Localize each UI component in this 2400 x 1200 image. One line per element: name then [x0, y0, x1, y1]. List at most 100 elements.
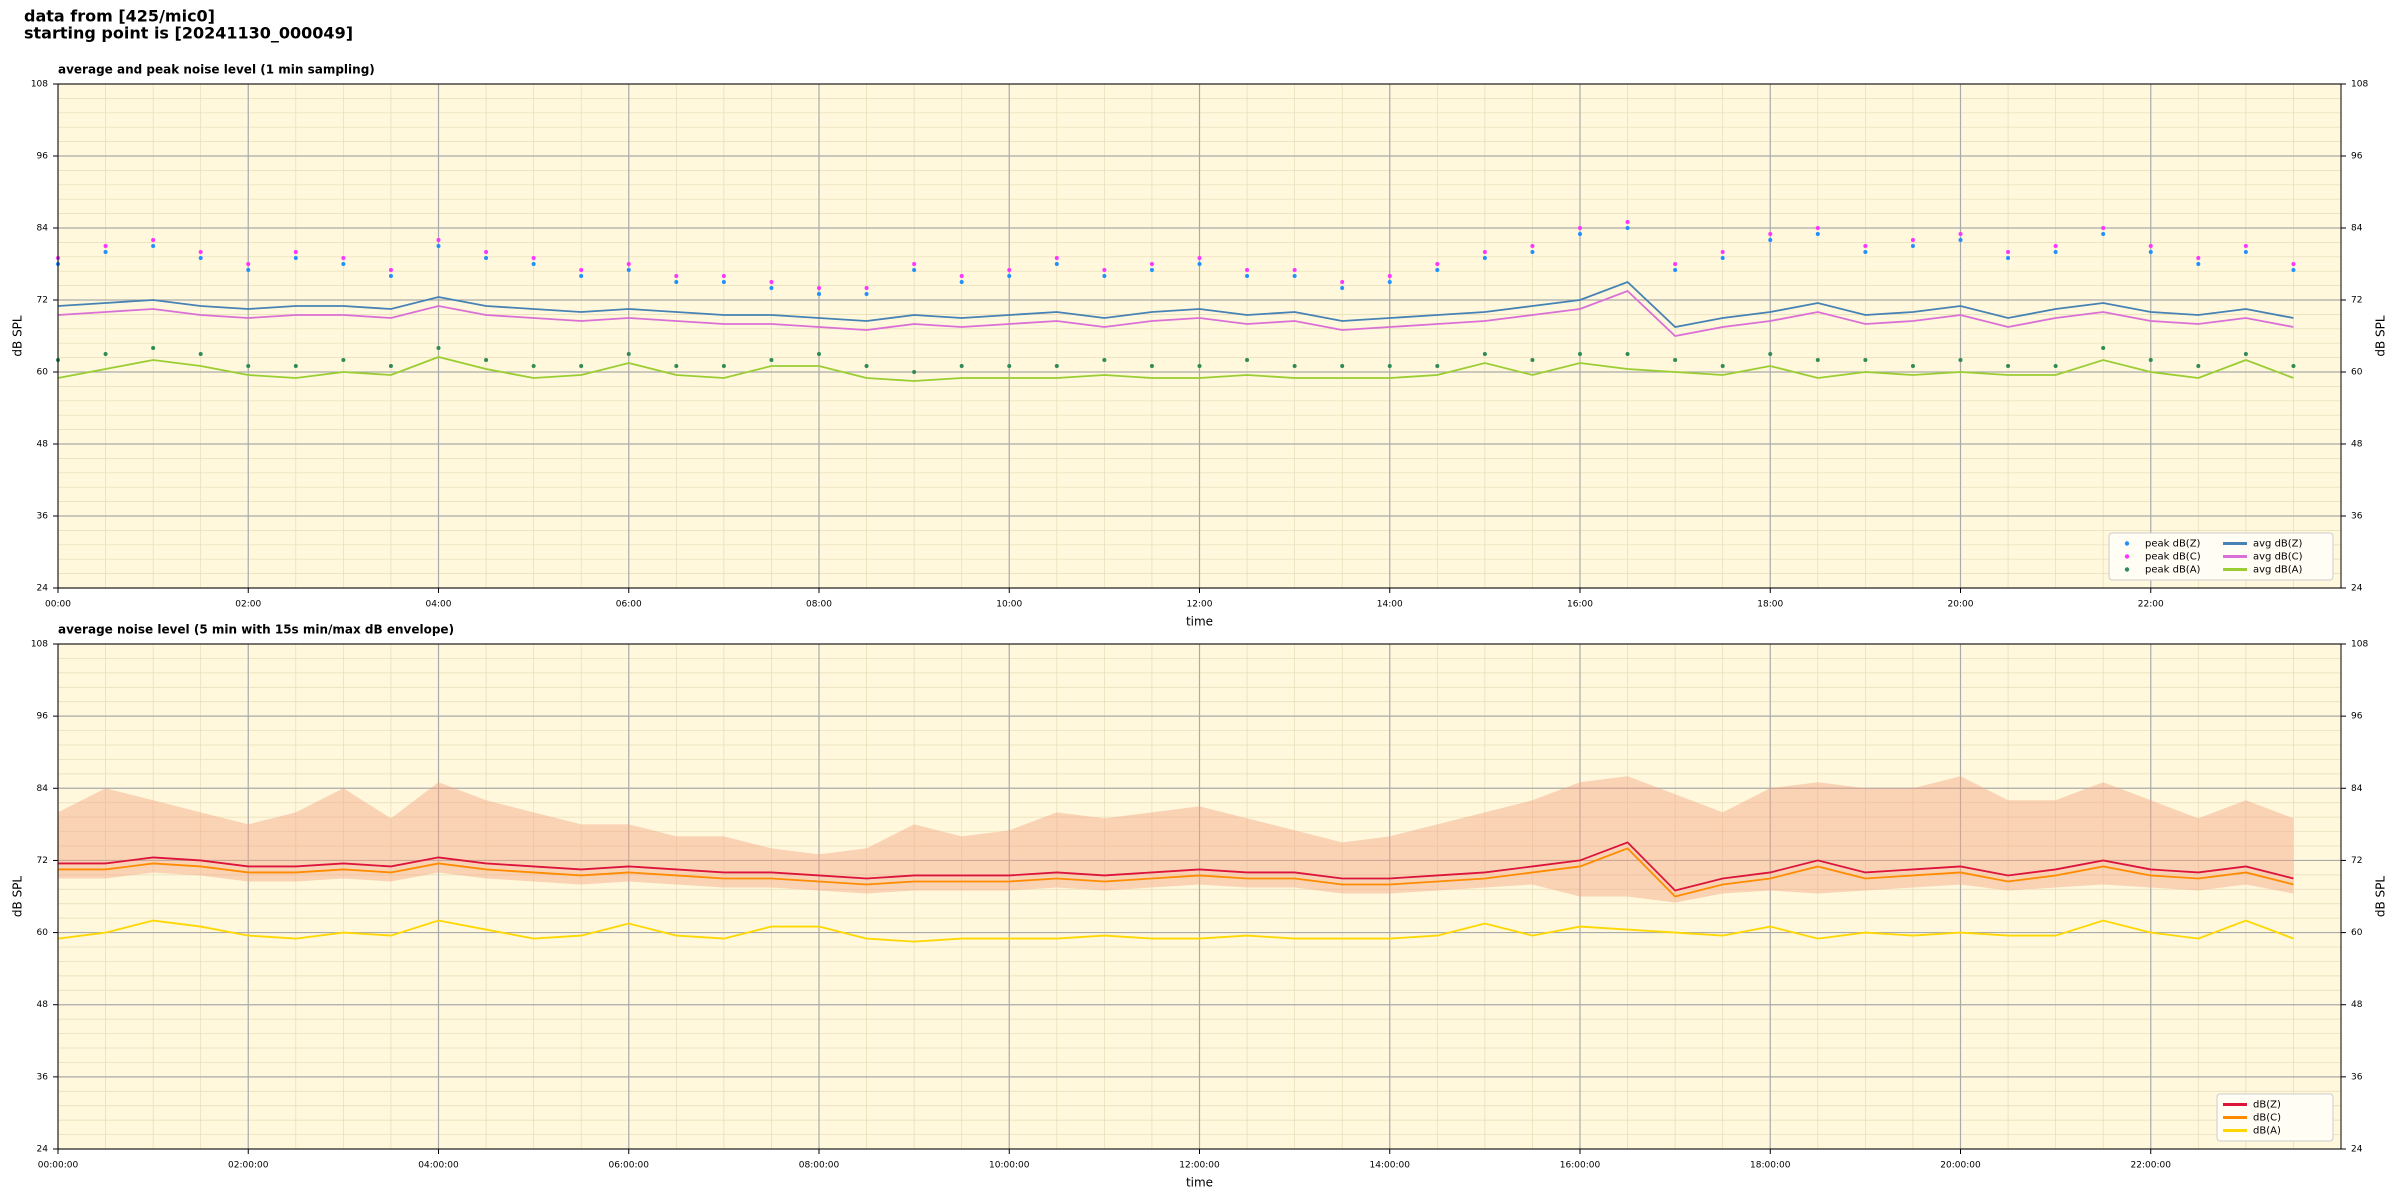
x-tick-label: 20:00 [1948, 600, 1974, 610]
peak-point [721, 364, 726, 368]
peak-point [959, 280, 964, 284]
peak-point [817, 286, 821, 290]
y-tick-label: 36 [2351, 512, 2363, 522]
peak-point [1625, 220, 1630, 224]
peak-point [1245, 358, 1250, 362]
peak-point [1720, 250, 1725, 254]
y-tick-label: 108 [2351, 640, 2368, 650]
peak-point [864, 364, 869, 368]
peak-point [2006, 250, 2011, 254]
x-tick-label: 04:00:00 [418, 1161, 459, 1171]
y-tick-label: 60 [2351, 368, 2363, 378]
peak-point [151, 346, 156, 350]
y-axis-label: dB SPL [2374, 315, 2388, 357]
peak-point [341, 256, 346, 260]
peak-point [1768, 232, 1773, 236]
peak-point [1863, 244, 1868, 248]
y-tick-label: 60 [37, 928, 49, 938]
peak-point [1578, 352, 1582, 356]
peak-point [341, 358, 346, 362]
peak-point [2101, 346, 2106, 350]
peak-point [293, 256, 298, 260]
y-tick-label: 48 [37, 440, 49, 450]
peak-point [864, 292, 869, 296]
peak-point [1292, 268, 1297, 272]
peak-point [1245, 268, 1250, 272]
peak-point [912, 268, 917, 272]
peak-point [1340, 364, 1345, 368]
y-tick-label: 96 [2351, 152, 2363, 162]
peak-point [1340, 280, 1345, 284]
peak-point [2053, 250, 2058, 254]
peak-point [484, 256, 489, 260]
y-tick-label: 84 [2351, 784, 2363, 794]
peak-point [103, 352, 108, 356]
peak-point [2291, 364, 2296, 368]
peak-point [1482, 352, 1487, 356]
x-tick-label: 10:00 [996, 600, 1022, 610]
peak-point [817, 352, 821, 356]
peak-point [2006, 364, 2011, 368]
y-tick-label: 108 [31, 640, 48, 650]
y-tick-label: 72 [37, 296, 48, 306]
peak-point [151, 244, 156, 248]
y-tick-label: 84 [2351, 224, 2363, 234]
peak-point [1197, 364, 1202, 368]
peak-point [1054, 262, 1059, 266]
peak-point [1673, 268, 1678, 272]
peak-point [1768, 352, 1773, 356]
x-axis-label: time [1186, 615, 1213, 629]
peak-point [1482, 256, 1487, 260]
peak-point [293, 250, 298, 254]
peak-point [626, 352, 631, 356]
peak-point [1673, 358, 1678, 362]
x-tick-label: 20:00:00 [1940, 1161, 1981, 1171]
peak-point [1007, 274, 1012, 278]
peak-point [388, 364, 393, 368]
peak-point [912, 262, 917, 266]
peak-point [1910, 244, 1915, 248]
peak-point [2196, 364, 2201, 368]
peak-point [579, 268, 584, 272]
x-tick-label: 10:00:00 [989, 1161, 1030, 1171]
legend-marker [2124, 554, 2130, 559]
legend-marker [2124, 541, 2130, 546]
peak-point [1340, 286, 1345, 290]
peak-point [1149, 262, 1154, 266]
peak-point [1530, 250, 1535, 254]
peak-point [579, 274, 584, 278]
peak-point [626, 262, 631, 266]
x-axis-label: time [1186, 1176, 1213, 1190]
peak-point [1625, 352, 1630, 356]
y-axis-label: dB SPL [2374, 876, 2388, 918]
peak-point [1815, 226, 1820, 230]
y-axis-label: dB SPL [11, 315, 25, 357]
legend-label: peak dB(A) [2145, 565, 2201, 576]
peak-point [2291, 268, 2296, 272]
peak-point [198, 256, 203, 260]
y-tick-label: 108 [31, 80, 48, 90]
peak-point [817, 292, 821, 296]
y-tick-label: 72 [37, 856, 48, 866]
peak-point [864, 286, 869, 290]
y-tick-label: 108 [2351, 80, 2368, 90]
y-tick-label: 72 [2351, 296, 2362, 306]
legend-label: dB(A) [2253, 1126, 2281, 1137]
plot-title: average and peak noise level (1 min samp… [58, 63, 375, 77]
peak-point [1625, 226, 1630, 230]
peak-point [912, 370, 917, 374]
peak-point [1910, 364, 1915, 368]
peak-point [1387, 364, 1392, 368]
peak-point [1673, 262, 1678, 266]
series-line [57, 356, 2294, 382]
peak-point [388, 274, 393, 278]
legend-label: dB(C) [2253, 1113, 2281, 1124]
peak-point [2053, 364, 2058, 368]
envelope-area [58, 776, 2294, 903]
peak-point [1768, 238, 1773, 242]
legend-label: avg dB(Z) [2253, 539, 2303, 550]
peak-point [1482, 250, 1487, 254]
x-tick-label: 04:00 [426, 600, 452, 610]
x-tick-label: 06:00:00 [609, 1161, 650, 1171]
peak-point [626, 268, 631, 272]
